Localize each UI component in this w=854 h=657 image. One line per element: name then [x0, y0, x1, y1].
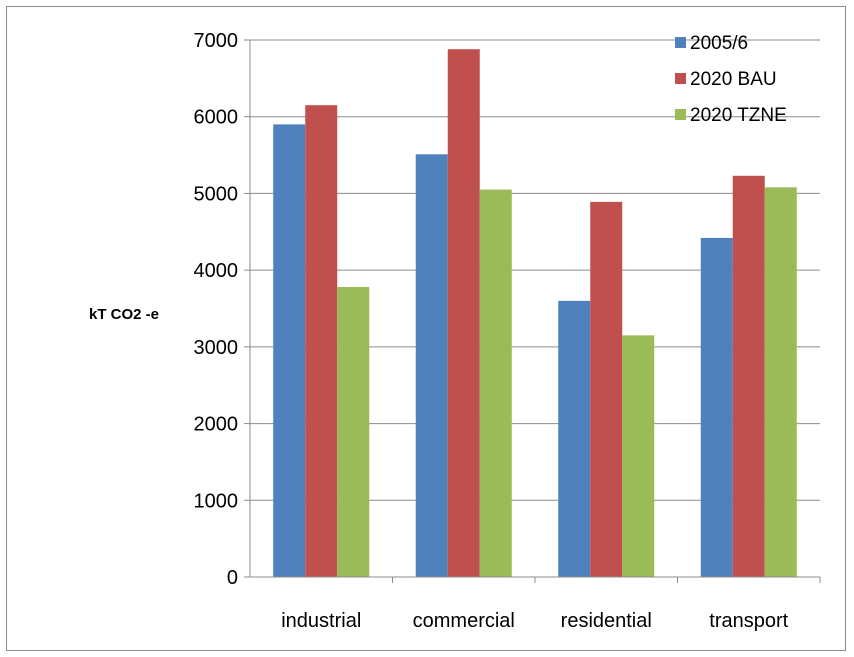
bar — [590, 201, 623, 578]
bar — [558, 300, 591, 577]
x-tick-label: commercial — [413, 610, 515, 632]
y-tick-label: 2000 — [194, 414, 239, 436]
bars — [273, 49, 797, 578]
x-tick-label: industrial — [281, 610, 361, 632]
chart-frame: 0 1000 2000 3000 4000 5000 6000 7000 industrial c… — [6, 6, 846, 651]
bar — [447, 49, 480, 578]
y-tick-label: 0 — [227, 567, 238, 589]
bar-chart: 0 1000 2000 3000 4000 5000 6000 7000 industrial c… — [89, 30, 821, 632]
legend-label: 2020 TZNE — [690, 105, 787, 126]
bar — [764, 187, 797, 577]
legend-swatch — [675, 37, 686, 48]
legend-label: 2020 BAU — [690, 69, 777, 90]
axes: 0 1000 2000 3000 4000 5000 6000 7000 industrial c… — [194, 30, 821, 632]
bar — [337, 287, 370, 577]
bar — [273, 124, 306, 577]
y-tick-label: 7000 — [194, 30, 239, 52]
x-tick-label: transport — [709, 610, 788, 632]
bar — [732, 175, 765, 577]
y-axis-label: kT CO2 -e — [89, 306, 159, 323]
y-tick-label: 1000 — [194, 490, 239, 512]
y-tick-label: 4000 — [194, 260, 239, 282]
y-tick-label: 5000 — [194, 183, 239, 205]
legend-label: 2005/6 — [690, 33, 748, 54]
bar — [622, 335, 655, 577]
bar — [479, 189, 512, 578]
legend-swatch — [675, 109, 686, 120]
legend: 2005/6 2020 BAU 2020 TZNE — [675, 33, 787, 126]
legend-swatch — [675, 73, 686, 84]
x-tick-label: residential — [561, 610, 652, 632]
y-tick-label: 3000 — [194, 337, 239, 359]
bar — [415, 154, 448, 577]
bar — [305, 105, 338, 577]
bar — [700, 237, 733, 577]
y-tick-label: 6000 — [194, 107, 239, 129]
